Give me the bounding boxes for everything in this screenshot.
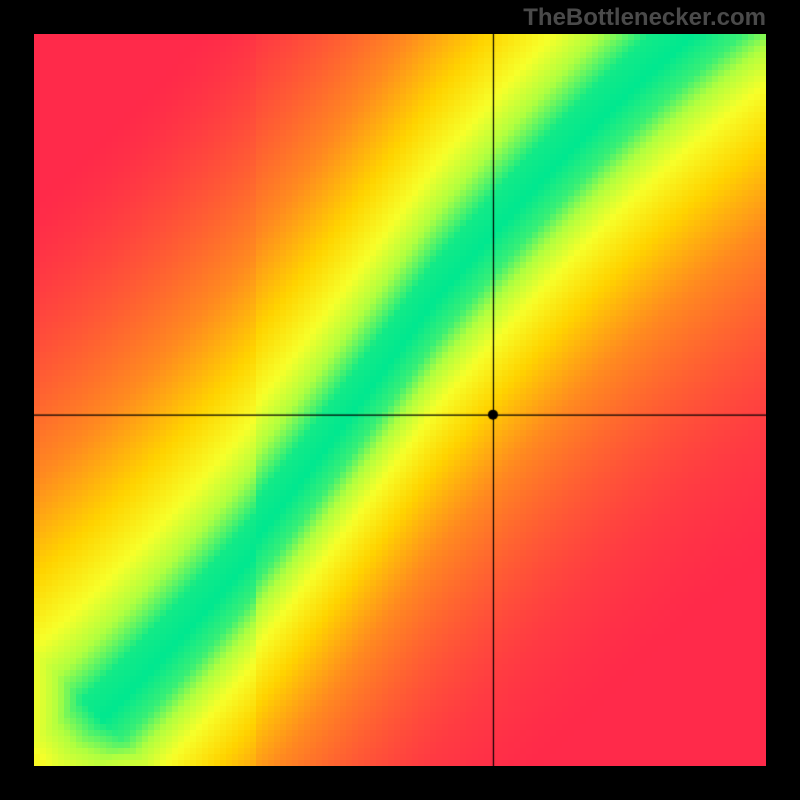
- chart-container: TheBottlenecker.com: [0, 0, 800, 800]
- crosshair-overlay: [34, 34, 766, 766]
- watermark-label: TheBottlenecker.com: [523, 4, 766, 32]
